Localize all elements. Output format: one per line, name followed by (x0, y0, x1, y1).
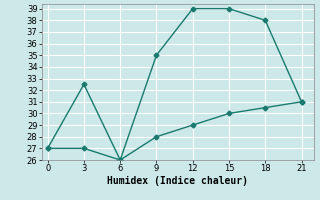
X-axis label: Humidex (Indice chaleur): Humidex (Indice chaleur) (107, 176, 248, 186)
